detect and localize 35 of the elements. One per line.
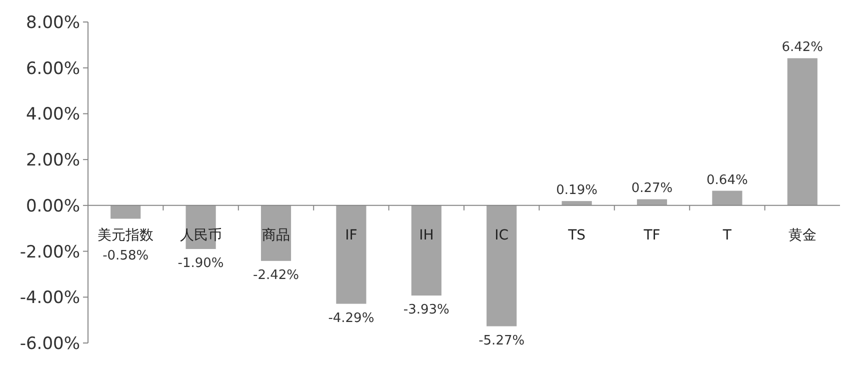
bar <box>712 190 742 206</box>
data-label: -1.90% <box>178 256 224 271</box>
bar <box>636 199 668 206</box>
x-tick-label: T <box>722 227 732 244</box>
x-tick-label: 美元指数 <box>98 227 154 244</box>
data-label: -2.42% <box>253 268 299 283</box>
y-tick-label: -6.00% <box>20 334 80 354</box>
bar <box>787 58 818 206</box>
bar <box>110 205 141 219</box>
x-tick-label: IH <box>419 227 434 244</box>
data-label: -4.29% <box>328 310 374 326</box>
bar <box>562 201 592 206</box>
y-tick-label: -4.00% <box>20 288 80 308</box>
data-label: -3.93% <box>403 302 450 318</box>
bar <box>411 205 442 296</box>
x-tick-label: TF <box>642 227 660 244</box>
data-label: 0.27% <box>631 181 673 196</box>
x-tick-label: 黄金 <box>788 227 816 244</box>
x-tick-label: 商品 <box>262 227 290 244</box>
x-tick-label: IC <box>494 227 509 244</box>
y-tick-label: 4.00% <box>26 104 80 125</box>
bar <box>486 205 517 326</box>
y-tick-label: -2.00% <box>20 242 80 262</box>
data-label: 0.19% <box>556 183 598 198</box>
data-label: 6.42% <box>782 40 824 56</box>
x-tick-label: IF <box>345 227 358 244</box>
y-tick-label: 8.00% <box>26 13 80 33</box>
data-label: -0.58% <box>102 248 149 264</box>
bar <box>336 205 366 304</box>
y-tick-label: 0.00% <box>26 196 80 216</box>
x-tick-label: TS <box>567 227 586 244</box>
data-label: 0.64% <box>706 172 748 188</box>
y-tick-label: 6.00% <box>26 58 80 79</box>
y-tick-label: 2.00% <box>26 150 80 171</box>
data-label: -5.27% <box>478 333 525 348</box>
